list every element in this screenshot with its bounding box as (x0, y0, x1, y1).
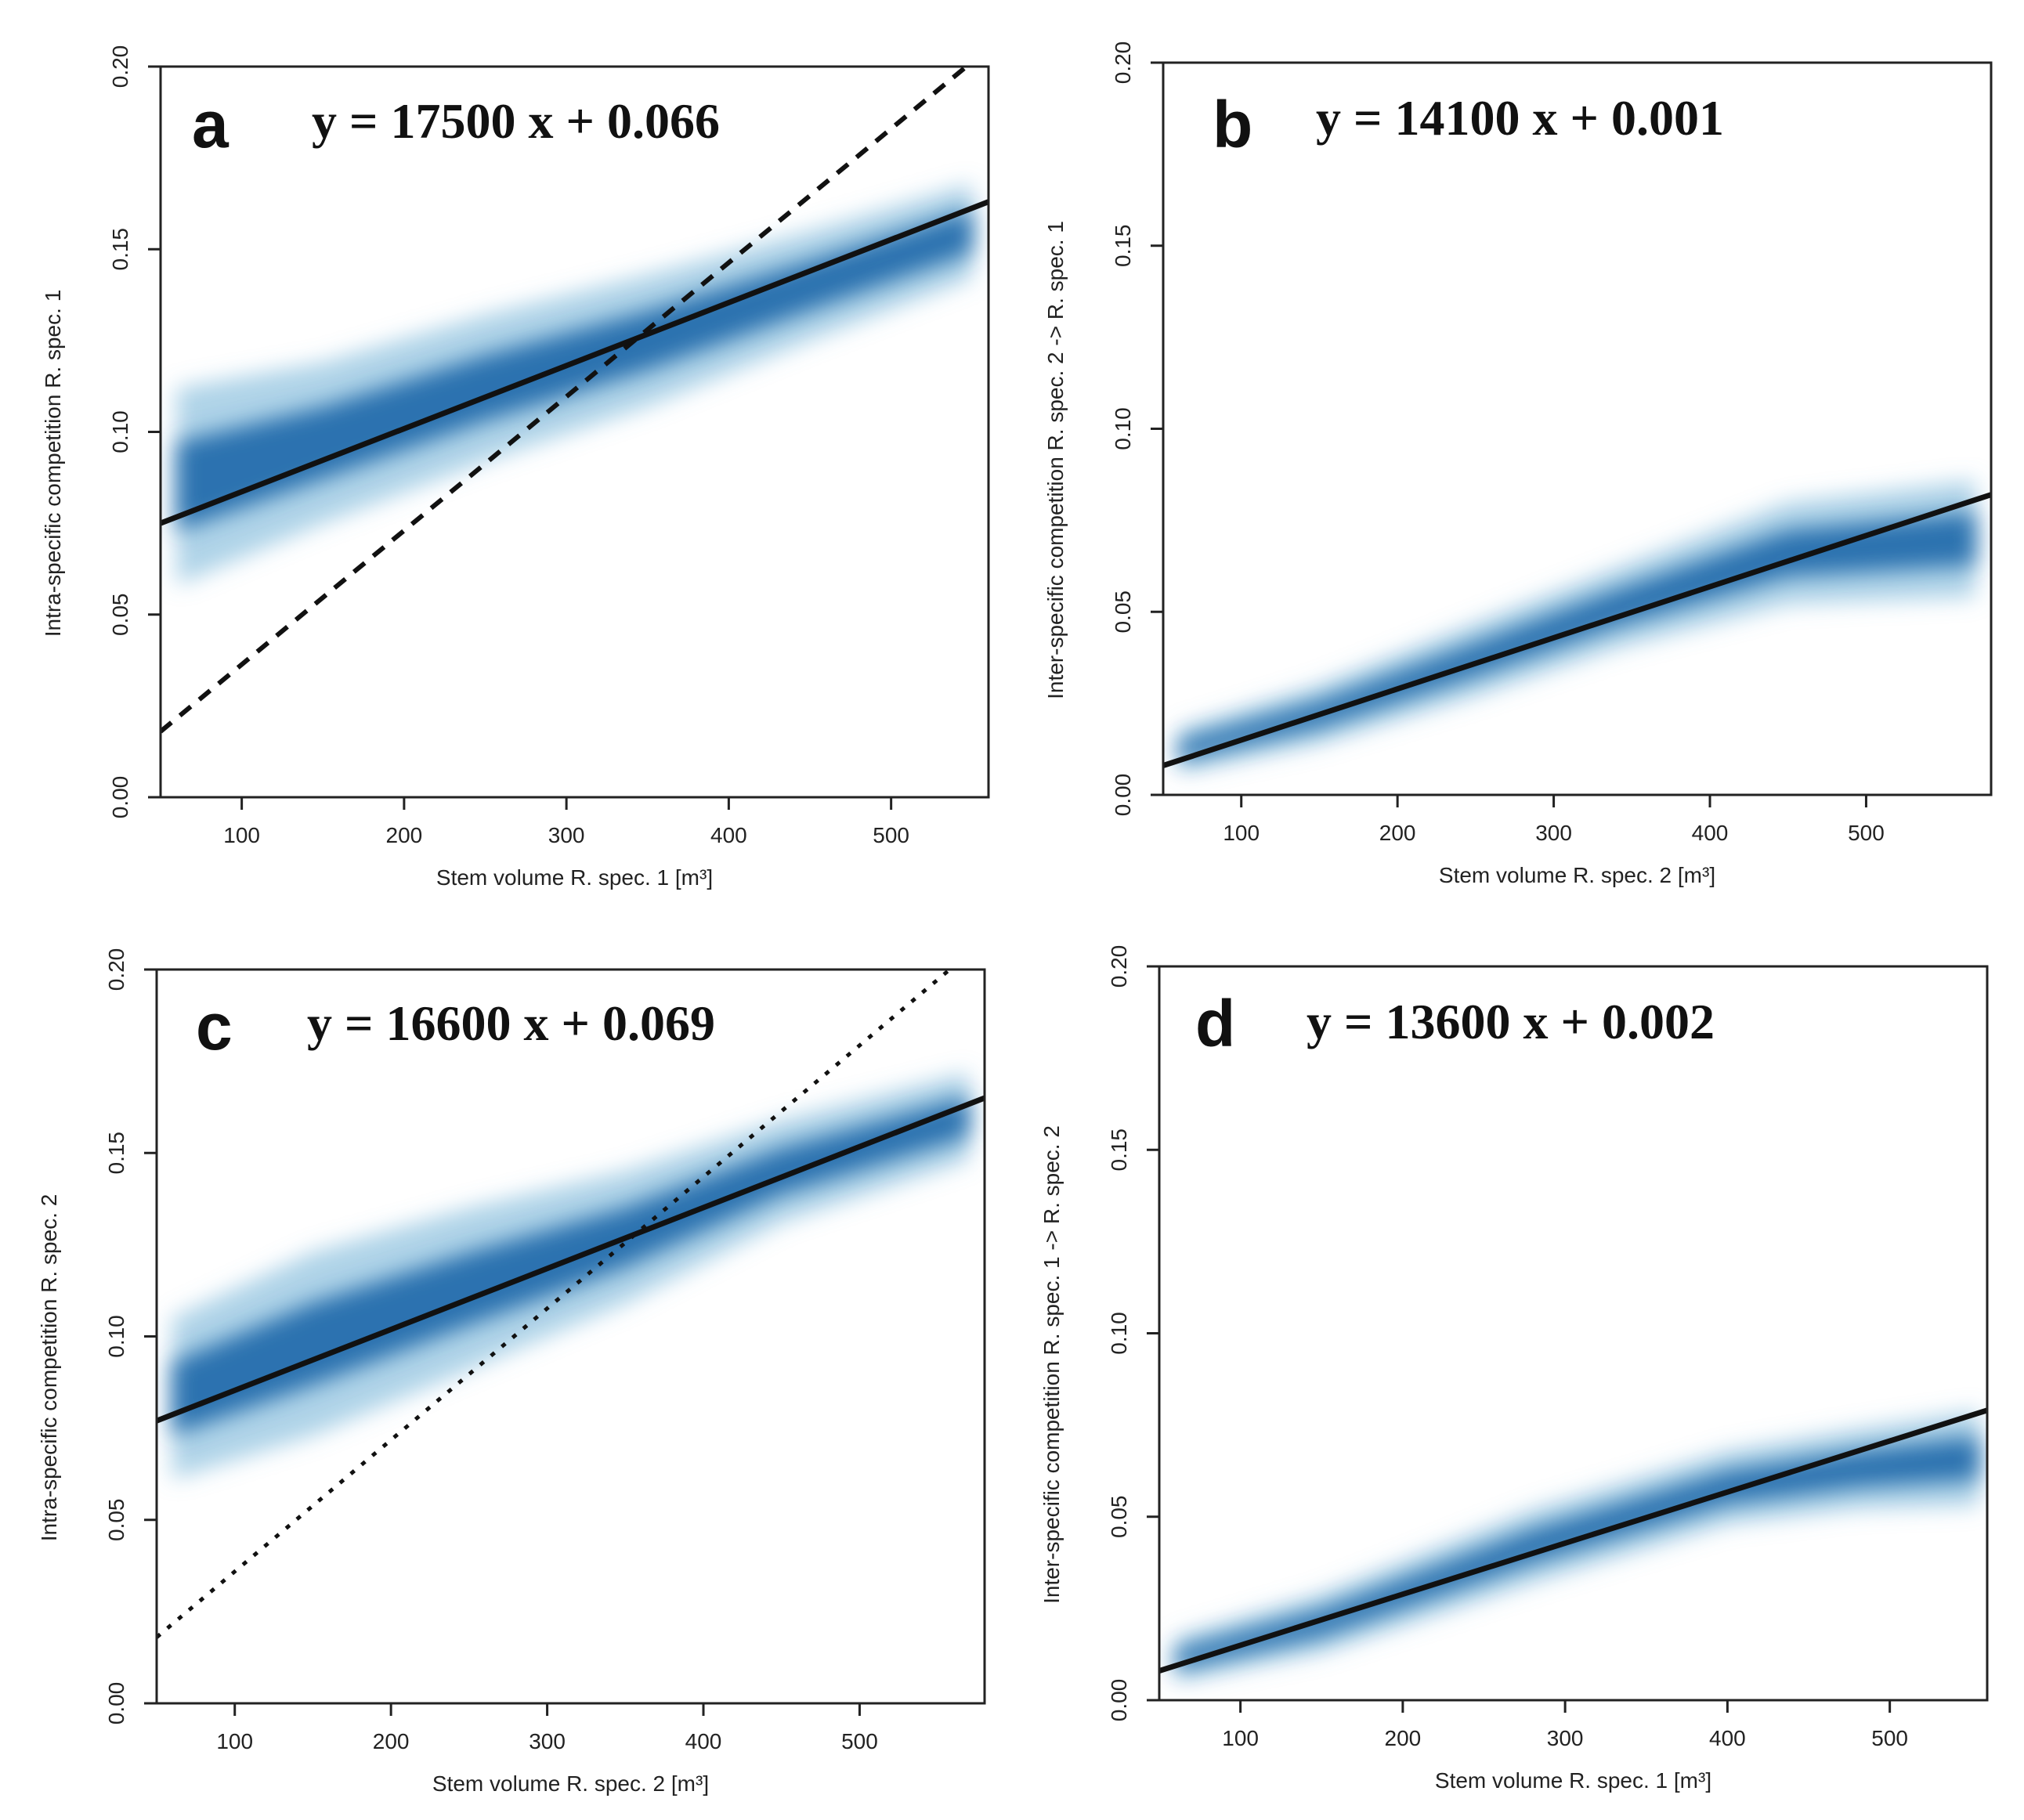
x-axis-label-c: Stem volume R. spec. 2 [m³] (432, 1771, 709, 1796)
y-tick-label-c: 0.20 (104, 948, 128, 991)
y-tick-label-c: 0.15 (104, 1132, 128, 1175)
y-tick-label-c: 0.05 (104, 1499, 128, 1542)
y-tick-label-d: 0.05 (1107, 1496, 1131, 1539)
x-tick-label-a: 500 (873, 823, 909, 847)
y-tick-label-a: 0.20 (108, 45, 132, 88)
y-tick-label-b: 0.20 (1111, 42, 1135, 85)
panel-c: 100 200 300 400 500 0.00 0.05 0.10 0.15 0.20 Stem … (37, 948, 986, 1796)
y-axis-label-b: Inter-specific competition R. spec. 2 ->… (1043, 221, 1068, 699)
density-band-core-b (1178, 512, 1976, 761)
x-axis-label-d: Stem volume R. spec. 1 [m³] (1435, 1768, 1711, 1793)
x-tick-label-b: 200 (1379, 821, 1416, 845)
x-tick-label-a: 400 (710, 823, 747, 847)
x-tick-label-c: 200 (373, 1729, 410, 1753)
y-axis-label-d: Inter-specific competition R. spec. 1 ->… (1039, 1125, 1064, 1604)
y-tick-label-c: 0.10 (104, 1315, 128, 1358)
y-tick-label-a: 0.05 (108, 594, 132, 637)
x-tick-label-a: 200 (386, 823, 423, 847)
x-tick-label-b: 500 (1848, 821, 1885, 845)
x-tick-label-d: 500 (1871, 1726, 1908, 1750)
panel-a: 100 200 300 400 500 0.00 0.05 0.10 0.15 0.20 Stem … (41, 45, 990, 890)
y-tick-label-b: 0.10 (1111, 407, 1135, 450)
y-tick-label-a: 0.00 (108, 776, 132, 819)
y-axis-label-c: Intra-specific competition R. spec. 2 (37, 1194, 61, 1542)
y-tick-label-d: 0.00 (1107, 1679, 1131, 1722)
x-axis-label-b: Stem volume R. spec. 2 [m³] (1439, 863, 1715, 887)
y-tick-label-a: 0.10 (108, 410, 132, 453)
equation-a: y = 17500 x + 0.066 (312, 93, 720, 149)
x-axis-label-a: Stem volume R. spec. 1 [m³] (436, 865, 713, 890)
y-tick-label-a: 0.15 (108, 228, 132, 271)
panel-letter-d: d (1195, 987, 1235, 1060)
density-band-core-a (176, 209, 973, 532)
panel-d: 100 200 300 400 500 0.00 0.05 0.10 0.15 0.20 Stem … (1039, 945, 1989, 1793)
y-axis-label-a: Intra-specific competition R. spec. 1 (41, 290, 65, 637)
equation-c: y = 16600 x + 0.069 (307, 995, 715, 1051)
x-tick-label-a: 100 (223, 823, 260, 847)
y-tick-label-b: 0.15 (1111, 225, 1135, 268)
density-band-core-d (1175, 1436, 1979, 1670)
x-tick-label-b: 400 (1692, 821, 1729, 845)
equation-b: y = 14100 x + 0.001 (1316, 90, 1724, 146)
fit-line-b (1163, 492, 1991, 768)
panel-letter-c: c (196, 990, 233, 1063)
x-tick-label-d: 300 (1547, 1726, 1584, 1750)
x-tick-label-c: 500 (841, 1729, 878, 1753)
fit-line-d (1159, 1407, 1987, 1674)
plot-frame-d (1158, 965, 1989, 1702)
equation-d: y = 13600 x + 0.002 (1307, 994, 1715, 1049)
y-tick-label-b: 0.00 (1111, 774, 1135, 817)
panel-letter-b: b (1213, 88, 1252, 161)
panel-b: 100 200 300 400 500 0.00 0.05 0.10 0.15 0.20 Stem … (1043, 42, 1993, 887)
y-tick-label-d: 0.10 (1107, 1312, 1131, 1355)
x-tick-label-d: 200 (1385, 1726, 1422, 1750)
x-tick-label-d: 400 (1709, 1726, 1746, 1750)
panel-letter-a: a (192, 88, 230, 161)
y-tick-label-d: 0.20 (1107, 945, 1131, 988)
plot-frame-b (1162, 61, 1993, 796)
x-tick-label-b: 100 (1223, 821, 1260, 845)
reference-line-a (161, 67, 970, 734)
x-tick-label-a: 300 (548, 823, 585, 847)
x-tick-label-d: 100 (1222, 1726, 1259, 1750)
x-tick-label-c: 300 (529, 1729, 566, 1753)
x-tick-label-c: 100 (216, 1729, 253, 1753)
y-tick-label-b: 0.05 (1111, 590, 1135, 634)
x-tick-label-c: 400 (685, 1729, 722, 1753)
fit-line-c (157, 1095, 985, 1424)
y-tick-label-c: 0.00 (104, 1682, 128, 1725)
x-tick-label-b: 300 (1535, 821, 1572, 845)
y-tick-label-d: 0.15 (1107, 1128, 1131, 1172)
fit-line-a (161, 199, 989, 526)
